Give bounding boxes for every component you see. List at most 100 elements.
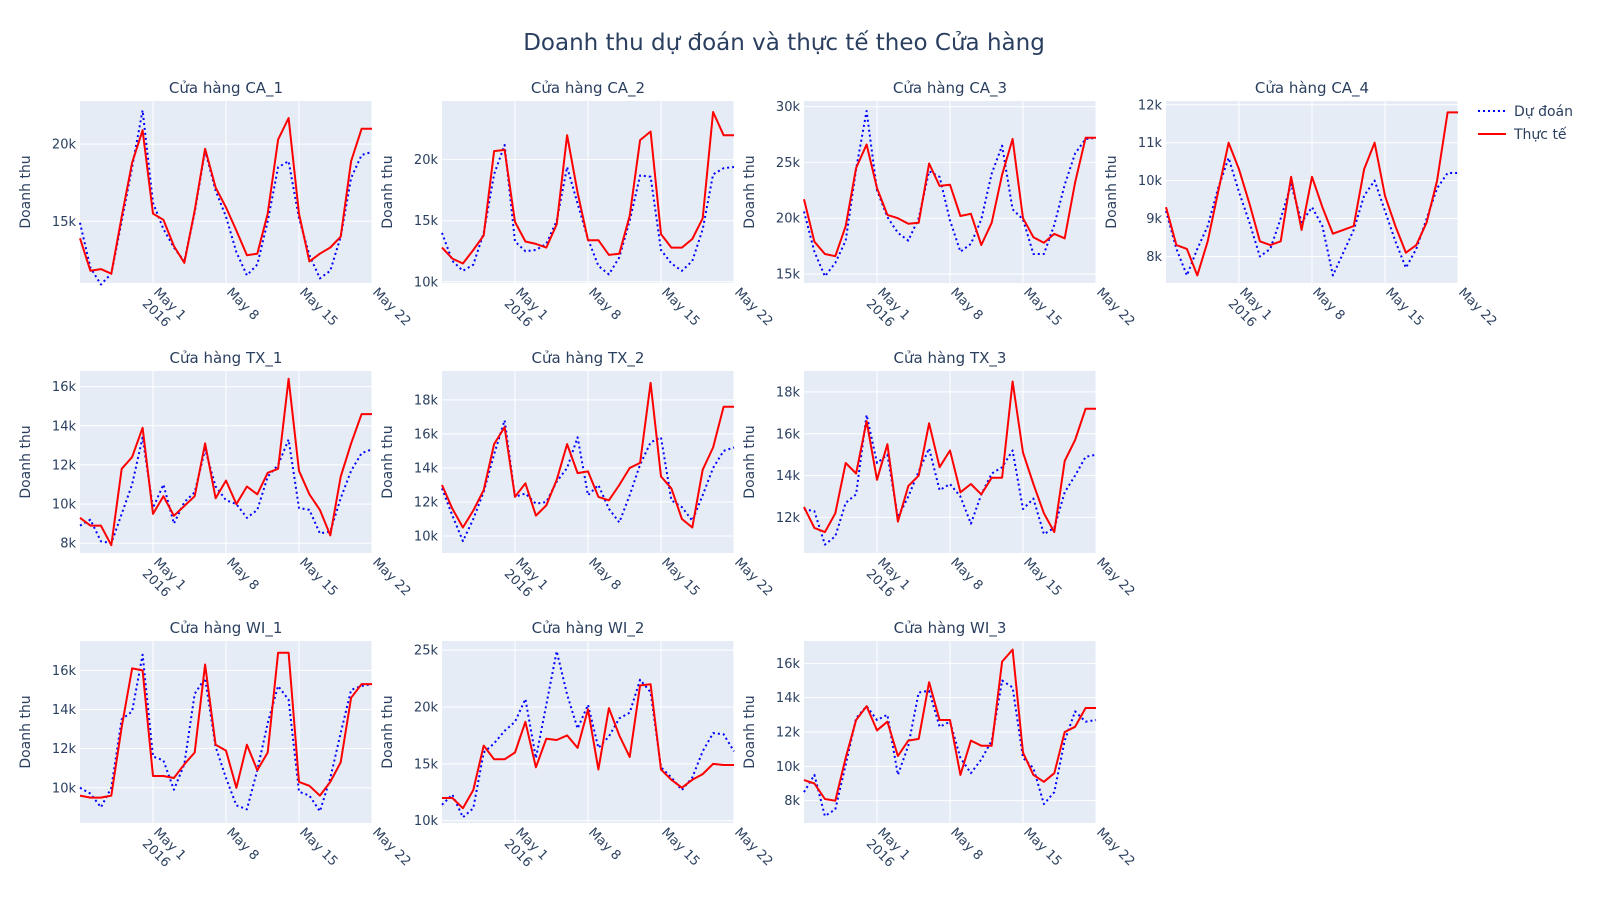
x-tick-label: May 15 — [1020, 825, 1064, 869]
x-tick-label: May 15 — [296, 825, 340, 869]
series-line-actual — [441, 381, 734, 529]
x-tick-label: May 22 — [731, 555, 775, 599]
y-tick-label: 10k — [414, 814, 439, 829]
chart-title: Doanh thu dự đoán và thực tế theo Cửa hà… — [523, 30, 1045, 56]
subplot-title: Cửa hàng TX_1 — [170, 349, 283, 368]
series-line-actual — [1165, 111, 1458, 277]
series-line-actual — [803, 380, 1096, 534]
x-tick-label: May 22 — [1093, 285, 1137, 329]
series-line-predicted — [79, 436, 373, 545]
y-tick-label: 15k — [776, 268, 801, 283]
y-axis-label: Doanh thu — [18, 155, 34, 228]
y-axis-label: Doanh thu — [18, 695, 34, 768]
y-tick-label: 15k — [414, 757, 439, 772]
y-axis-label: Doanh thu — [380, 425, 396, 498]
subplot-2: Cửa hàng CA_3 15k 20k 25k 30k Doanh thu May 12… — [742, 79, 1137, 335]
x-tick-label: May 15 — [658, 825, 702, 869]
subplot-title: Cửa hàng WI_2 — [532, 619, 645, 638]
subplot-4: Cửa hàng TX_1 8k 10k 12k 14k 16k Doanh thu May … — [18, 349, 413, 605]
x-tick-label: May 8 — [223, 555, 261, 593]
x-tick-label: May 8 — [585, 825, 623, 863]
x-tick-label: May 15 — [1020, 285, 1064, 329]
y-tick-label: 8k — [784, 794, 800, 809]
subplot-3: Cửa hàng CA_4 8k 9k 10k 11k 12k Doanh thu May 1… — [1104, 79, 1499, 331]
x-tick-label: May 8 — [585, 285, 623, 323]
y-tick-label: 16k — [52, 380, 77, 395]
series-line-predicted — [441, 419, 735, 543]
y-tick-label: 20k — [52, 138, 77, 153]
subplot-0: Cửa hàng CA_1 15k 20k Doanh thu May 12016 May… — [18, 79, 413, 335]
y-tick-label: 8k — [60, 537, 76, 552]
x-tick-label: May 12016 — [139, 285, 189, 335]
series-line-actual — [79, 117, 372, 275]
subplot-title: Cửa hàng CA_1 — [169, 79, 283, 98]
legend-label: Dự đoán — [1514, 104, 1573, 120]
series-line-predicted — [1165, 156, 1458, 277]
y-axis-label: Doanh thu — [1104, 155, 1120, 228]
subplot-6: Cửa hàng TX_3 12k 14k 16k 18k Doanh thu May 12… — [742, 349, 1137, 601]
y-tick-label: 12k — [52, 742, 77, 757]
legend-label: Thực tế — [1513, 126, 1567, 143]
x-tick-label: May 12016 — [139, 555, 189, 605]
legend-entry[interactable]: Dự đoán — [1478, 104, 1573, 120]
y-tick-label: 10k — [414, 529, 439, 544]
y-tick-label: 16k — [776, 427, 801, 442]
y-tick-label: 14k — [414, 461, 439, 476]
series-line-predicted — [803, 679, 1097, 818]
y-tick-label: 14k — [52, 703, 77, 718]
y-axis-label: Doanh thu — [742, 155, 758, 228]
y-tick-label: 10k — [1138, 174, 1163, 189]
subplot-title: Cửa hàng CA_4 — [1255, 79, 1369, 98]
subplot-8: Cửa hàng WI_2 10k 15k 20k 25k Doanh thu May 12… — [380, 619, 775, 871]
subplot-title: Cửa hàng CA_3 — [893, 79, 1007, 98]
x-tick-label: May 8 — [947, 285, 985, 323]
y-tick-label: 15k — [52, 215, 77, 230]
series-line-actual — [441, 111, 734, 265]
subplot-grid: Cửa hàng CA_1 15k 20k Doanh thu May 12016 May… — [18, 79, 1499, 875]
x-tick-label: May 8 — [585, 555, 623, 593]
x-tick-label: May 12016 — [863, 285, 913, 335]
y-tick-label: 10k — [52, 781, 77, 796]
y-axis-label: Doanh thu — [380, 155, 396, 228]
y-tick-label: 20k — [414, 700, 439, 715]
x-tick-label: May 22 — [731, 825, 775, 869]
subplot-title: Cửa hàng WI_1 — [170, 619, 283, 638]
y-axis-label: Doanh thu — [18, 425, 34, 498]
x-tick-label: May 8 — [1309, 285, 1347, 323]
x-tick-label: May 15 — [296, 555, 340, 599]
y-tick-label: 12k — [1138, 98, 1163, 113]
x-tick-label: May 15 — [658, 555, 702, 599]
subplot-7: Cửa hàng WI_1 10k 12k 14k 16k Doanh thu May 12… — [18, 619, 413, 875]
series-line-actual — [803, 648, 1096, 802]
y-tick-label: 10k — [52, 498, 77, 513]
y-tick-label: 12k — [52, 458, 77, 473]
x-tick-label: May 12016 — [139, 825, 189, 875]
x-tick-label: May 15 — [1382, 285, 1426, 329]
series-line-actual — [79, 651, 372, 799]
y-tick-label: 9k — [1146, 212, 1162, 227]
y-tick-label: 10k — [776, 760, 801, 775]
y-tick-label: 12k — [414, 495, 439, 510]
legend-entry[interactable]: Thực tế — [1478, 126, 1567, 143]
x-tick-label: May 15 — [658, 285, 702, 329]
y-tick-label: 11k — [1138, 136, 1163, 151]
series-line-predicted — [803, 110, 1097, 278]
x-tick-label: May 22 — [1093, 555, 1137, 599]
y-tick-label: 20k — [414, 153, 439, 168]
x-tick-label: May 12016 — [863, 825, 913, 875]
y-tick-label: 10k — [414, 275, 439, 290]
y-tick-label: 16k — [52, 664, 77, 679]
y-axis-label: Doanh thu — [742, 695, 758, 768]
x-tick-label: May 15 — [296, 285, 340, 329]
y-tick-label: 12k — [776, 726, 801, 741]
x-tick-label: May 8 — [947, 555, 985, 593]
y-tick-label: 14k — [52, 419, 77, 434]
x-tick-label: May 12016 — [501, 285, 551, 335]
y-tick-label: 16k — [414, 427, 439, 442]
subplot-1: Cửa hàng CA_2 10k 15k 20k Doanh thu May 12016… — [380, 79, 775, 335]
y-tick-label: 20k — [776, 212, 801, 227]
subplot-title: Cửa hàng TX_2 — [532, 349, 645, 368]
subplot-title: Cửa hàng TX_3 — [894, 349, 1007, 368]
